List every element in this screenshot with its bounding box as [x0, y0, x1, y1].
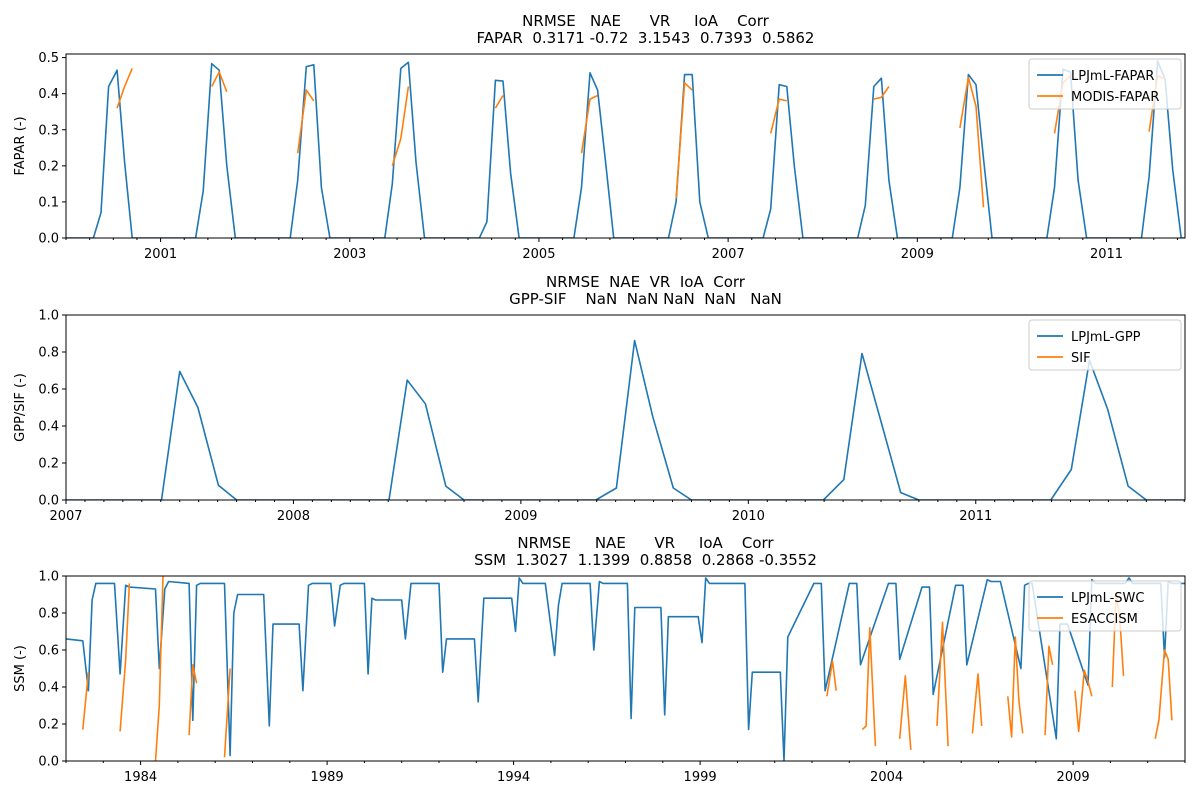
y-tick-label: 0.2: [38, 718, 59, 733]
y-tick-label: 0.1: [38, 195, 59, 210]
chart-title-line-1: NRMSE NAE VR IoA Corr: [517, 534, 774, 552]
x-tick-label: 2005: [522, 247, 555, 262]
y-tick-label: 0.0: [38, 232, 59, 247]
legend-label-lpjml-fapar: LPJmL-FAPAR: [1071, 69, 1154, 84]
x-tick-label: 2007: [712, 247, 745, 262]
y-tick-label: 0.0: [38, 755, 59, 770]
y-tick-label: 0.8: [38, 346, 59, 361]
legend-label-lpjml-gpp: LPJmL-GPP: [1071, 330, 1141, 345]
series-line-modis-fapar-4: [391, 86, 410, 167]
series-line-esaccism-10: [971, 673, 983, 734]
series-line-modis-fapar-6: [580, 94, 598, 154]
plot-area-frame: [65, 314, 1186, 501]
series-line-modis-fapar-1: [116, 68, 133, 109]
legend-label-modis-fapar: MODIS-FAPAR: [1071, 90, 1159, 105]
plot-area-frame: [65, 53, 1186, 239]
series-line-esaccism-4: [188, 663, 198, 736]
series-line-modis-fapar-7: [675, 82, 693, 199]
x-tick-label: 2003: [333, 247, 366, 262]
series-line-lpjml-fapar: [66, 60, 1185, 238]
y-tick-label: 0.4: [38, 420, 59, 435]
series-line-esaccism-9: [936, 621, 949, 747]
x-tick-label: 2009: [504, 509, 537, 524]
chart-title-line-2: SSM 1.3027 1.1399 0.8858 0.2868 -0.3552: [474, 551, 817, 569]
y-tick-label: 0.4: [38, 87, 59, 102]
y-tick-label: 0.3: [38, 123, 59, 138]
chart-title-line-2: GPP-SIF NaN NaN NaN NaN NaN: [509, 290, 782, 308]
legend-label-esaccism: ESACCISM: [1071, 612, 1138, 627]
series-line-esaccism-3: [154, 576, 164, 761]
y-tick-label: 0.2: [38, 159, 59, 174]
y-tick-label: 1.0: [38, 570, 59, 585]
x-tick-label: 2007: [49, 509, 82, 524]
y-tick-label: 0.2: [38, 457, 59, 472]
y-axis-label: GPP/SIF (-): [13, 373, 28, 442]
series-line-esaccism-12: [1044, 645, 1054, 736]
series-group: [66, 576, 1185, 761]
chart-title-line-2: FAPAR 0.3171 -0.72 3.1543 0.7393 0.5862: [477, 29, 815, 47]
x-tick-label: 2009: [1057, 770, 1090, 785]
y-tick-label: 0.0: [38, 494, 59, 509]
chart-title-line-1: NRMSE NAE VR IoA Corr: [546, 273, 746, 291]
y-tick-label: 0.8: [38, 607, 59, 622]
x-tick-label: 2001: [144, 247, 177, 262]
y-axis-label: FAPAR (-): [13, 116, 28, 175]
series-line-modis-fapar-10: [959, 76, 985, 208]
x-tick-label: 1994: [497, 770, 530, 785]
series-line-esaccism-11: [1007, 636, 1024, 738]
series-line-esaccism-8: [898, 675, 912, 750]
y-tick-label: 0.5: [38, 51, 59, 66]
series-line-esaccism-6: [826, 660, 837, 697]
x-tick-label: 1999: [684, 770, 717, 785]
y-tick-label: 1.0: [38, 309, 59, 324]
x-tick-label: 1984: [124, 770, 157, 785]
series-line-modis-fapar-3: [296, 89, 315, 154]
series-line-esaccism-5: [223, 668, 231, 758]
series-line-modis-fapar-9: [873, 86, 890, 100]
legend-box: [1028, 58, 1182, 110]
legend-box: [1028, 580, 1182, 632]
series-group: [66, 60, 1185, 238]
series-line-modis-fapar-5: [494, 95, 504, 109]
series-line-esaccism-15: [1154, 649, 1173, 739]
series-line-lpjml-gpp: [66, 339, 1185, 500]
x-tick-label: 2004: [870, 770, 903, 785]
y-tick-label: 0.6: [38, 644, 59, 659]
x-tick-label: 2010: [732, 509, 765, 524]
series-line-modis-fapar-8: [769, 98, 787, 134]
legend-label-sif: SIF: [1071, 351, 1091, 366]
x-tick-label: 2011: [959, 509, 992, 524]
y-axis-label: SSM (-): [13, 645, 28, 692]
x-tick-label: 1989: [311, 770, 344, 785]
chart-title-line-1: NRMSE NAE VR IoA Corr: [522, 12, 769, 30]
x-tick-label: 2011: [1090, 247, 1123, 262]
y-tick-label: 0.4: [38, 681, 59, 696]
legend-box: [1028, 319, 1182, 371]
y-tick-label: 0.6: [38, 383, 59, 398]
legend-label-lpjml-swc: LPJmL-SWC: [1071, 591, 1144, 606]
series-line-modis-fapar-2: [210, 71, 228, 93]
series-line-lpjml-swc: [66, 577, 1185, 761]
series-line-esaccism-13: [1074, 669, 1093, 733]
x-tick-label: 2008: [277, 509, 310, 524]
series-line-esaccism-2: [119, 583, 131, 732]
series-line-esaccism-1: [82, 672, 90, 730]
x-tick-label: 2009: [901, 247, 934, 262]
series-group: [66, 339, 1185, 500]
series-line-esaccism-7: [861, 626, 877, 747]
